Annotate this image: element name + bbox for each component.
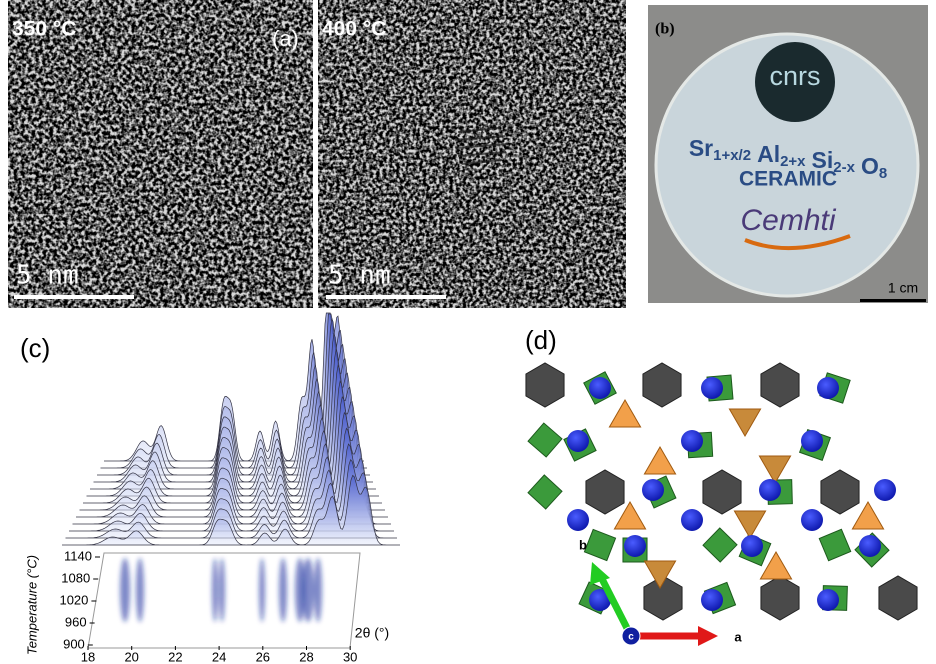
scale-label: 5 nm — [16, 261, 79, 291]
x-tick-label: 18 — [81, 649, 95, 664]
x-tick-label: 26 — [256, 649, 270, 664]
axis-label: a — [734, 629, 742, 644]
strontium-atom — [567, 430, 589, 452]
panel-d: (d) b c a — [525, 325, 917, 646]
octahedron — [526, 363, 564, 407]
octahedron — [761, 576, 799, 620]
strontium-atom — [642, 479, 664, 501]
axis-label: c — [628, 632, 634, 643]
octahedron — [703, 470, 741, 514]
y-axis-title: Temperature (°C) — [24, 555, 39, 655]
strontium-atom — [701, 377, 723, 399]
strontium-atom — [817, 377, 839, 399]
triangle-unit — [852, 502, 883, 529]
axis-label: b — [579, 537, 587, 552]
heat-band — [302, 558, 314, 622]
triangle-unit — [644, 447, 675, 474]
temperature-label: 350 °C — [12, 18, 76, 41]
strontium-atom — [801, 509, 823, 531]
formula-subscript: 8 — [879, 165, 887, 182]
temperature-label: 400 °C — [322, 18, 386, 41]
panel-label: (c) — [20, 333, 50, 363]
formula-element: Sr — [689, 135, 713, 161]
formula-element: O — [861, 153, 879, 179]
strontium-atom — [759, 479, 781, 501]
x-tick-label: 28 — [299, 649, 313, 664]
panel-label: (a) — [272, 26, 299, 51]
strontium-atom — [701, 589, 723, 611]
scale-bar — [14, 295, 134, 299]
y-tick-label: 960 — [65, 614, 87, 629]
y-tick-label: 1080 — [61, 570, 90, 585]
heat-band — [279, 558, 287, 622]
heat-band — [136, 558, 144, 622]
heat-band — [120, 558, 130, 622]
logo-text: Cemhti — [740, 204, 836, 237]
panel-c: (c) Temperature (°C) 2θ (°) 1140 1080 1020… — [20, 313, 400, 664]
tetrahedron — [819, 529, 850, 560]
scale-bar — [326, 295, 446, 299]
strontium-atom — [567, 509, 589, 531]
scale-label: 1 cm — [888, 280, 918, 296]
tetrahedron — [528, 423, 562, 457]
octahedron — [761, 363, 799, 407]
strontium-atom — [874, 479, 896, 501]
heat-band — [219, 558, 225, 622]
triangle-unit — [729, 409, 760, 436]
strontium-atom — [681, 509, 703, 531]
scale-label: 5 nm — [328, 261, 391, 291]
crystal-structure — [526, 363, 917, 620]
formula-element: Al — [757, 141, 780, 167]
x-tick-label: 24 — [212, 649, 226, 664]
x-axis-title: 2θ (°) — [355, 625, 389, 641]
panel-b: cnrs (b) Sr1+x/2Al2+xSi2-xO8 CERAMIC Cem… — [648, 5, 928, 303]
octahedron — [821, 470, 859, 514]
tetrahedron — [584, 529, 615, 560]
heat-band — [314, 558, 322, 622]
axis-arrowhead — [698, 626, 718, 646]
formula-subscript: 1+x/2 — [713, 147, 751, 164]
figure: 350 °C (a) 400 °C 5 nm 5 nm cnrs (b) Sr1… — [0, 0, 936, 664]
y-tick-label: 1020 — [59, 592, 88, 607]
logo-text: cnrs — [769, 61, 820, 91]
strontium-atom — [589, 377, 611, 399]
x-tick-label: 30 — [343, 649, 357, 664]
panel-label: (d) — [525, 325, 557, 355]
strontium-atom — [741, 535, 763, 557]
tetrahedron — [528, 475, 562, 509]
scale-bar — [860, 299, 926, 302]
heat-band — [259, 558, 265, 622]
triangle-unit — [609, 400, 640, 427]
y-tick-label: 1140 — [64, 548, 92, 563]
octahedron — [586, 470, 624, 514]
strontium-atom — [801, 430, 823, 452]
x-tick-label: 22 — [168, 649, 182, 664]
tetrahedron — [703, 528, 737, 562]
strontium-atom — [681, 430, 703, 452]
x-tick-label: 20 — [124, 649, 138, 664]
octahedron — [879, 576, 917, 620]
strontium-atom — [817, 589, 839, 611]
strontium-atom — [624, 535, 646, 557]
panel-label: (b) — [655, 21, 675, 38]
strontium-atom — [859, 535, 881, 557]
waterfall-plot — [62, 313, 400, 545]
octahedron — [643, 363, 681, 407]
heat-band — [212, 558, 218, 622]
panel-a: 350 °C (a) 400 °C 5 nm 5 nm — [8, 0, 626, 308]
material-label: CERAMIC — [739, 168, 837, 191]
triangle-unit — [734, 511, 765, 538]
triangle-unit — [759, 456, 790, 483]
